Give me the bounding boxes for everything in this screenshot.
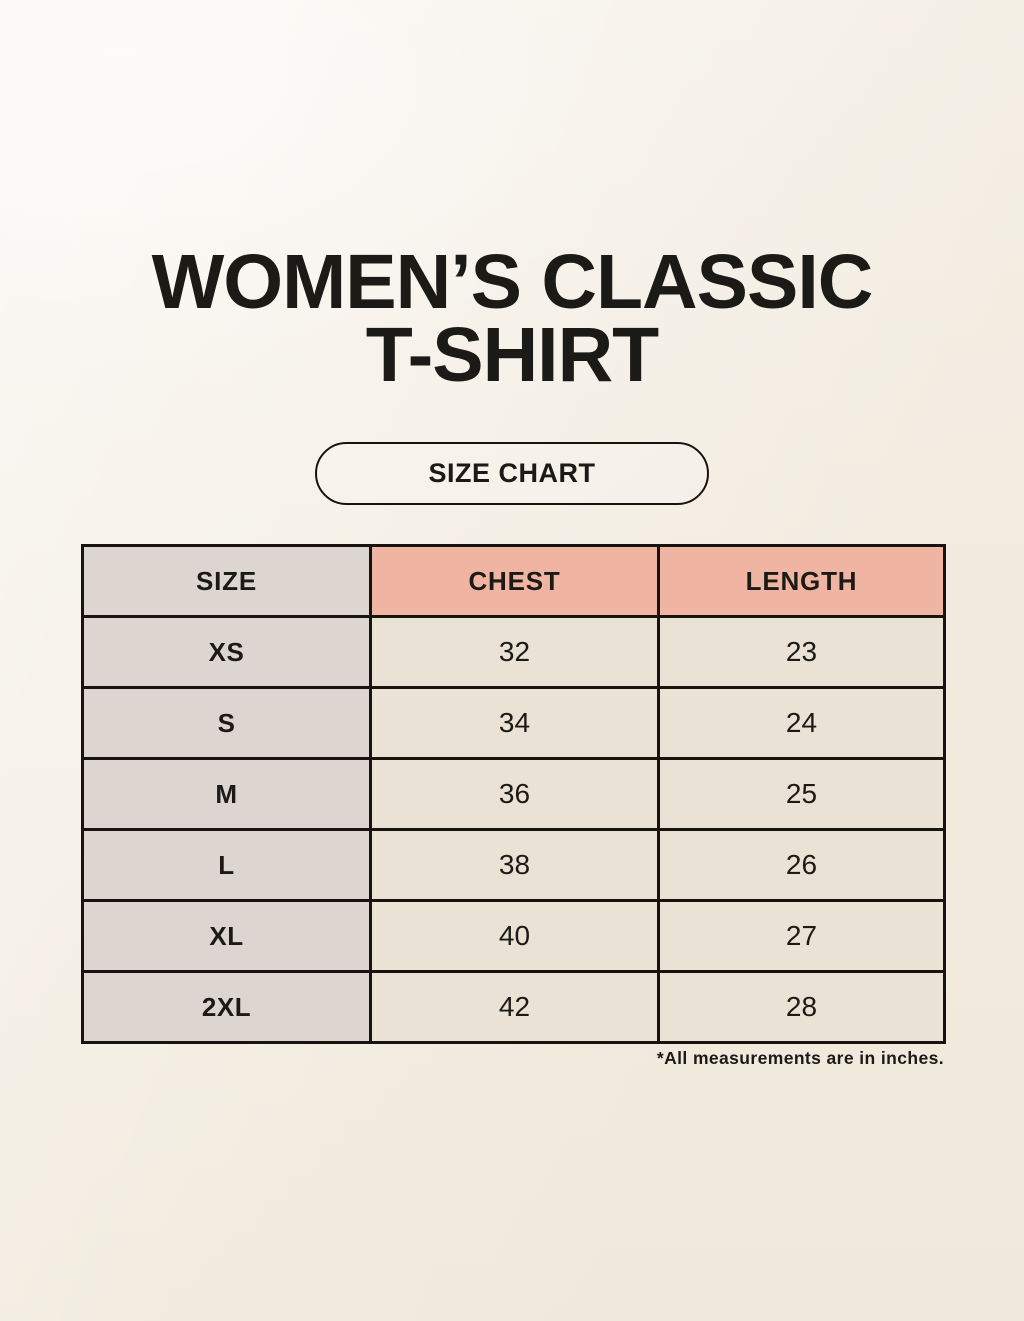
header-row: SIZE CHEST LENGTH (81, 544, 946, 618)
chest-value: 36 (369, 757, 660, 831)
title-line-2: T-SHIRT (365, 312, 659, 398)
length-value: 26 (657, 828, 946, 902)
measurements-footnote: *All measurements are in inches. (656, 1048, 944, 1068)
size-row-xl: XL 40 27 (81, 899, 946, 973)
size-table-body: XS 32 23 S 34 24 M 36 25 L 38 26 XL 40 27 2XL 42 28 (81, 615, 946, 1044)
size-row-m: M 36 25 (81, 757, 946, 831)
chest-value: 42 (369, 970, 660, 1044)
chest-value: 32 (369, 615, 660, 689)
length-value: 28 (657, 970, 946, 1044)
size-table-header: SIZE CHEST LENGTH (81, 544, 946, 618)
length-value: 23 (657, 615, 946, 689)
column-header-chest: CHEST (369, 544, 660, 618)
length-value: 27 (657, 899, 946, 973)
size-row-2xl: 2XL 42 28 (81, 970, 946, 1044)
size-label: 2XL (81, 970, 372, 1044)
page-title: WOMEN’S CLASSIC T-SHIRT (0, 239, 1024, 398)
size-chart-badge: SIZE CHART (315, 442, 709, 505)
column-header-length: LENGTH (657, 544, 946, 618)
size-row-xs: XS 32 23 (81, 615, 946, 689)
size-label: M (81, 757, 372, 831)
chest-value: 34 (369, 686, 660, 760)
chest-value: 38 (369, 828, 660, 902)
size-row-s: S 34 24 (81, 686, 946, 760)
size-label: XS (81, 615, 372, 689)
chest-value: 40 (369, 899, 660, 973)
column-header-size: SIZE (81, 544, 372, 618)
size-label: L (81, 828, 372, 902)
length-value: 24 (657, 686, 946, 760)
size-label: S (81, 686, 372, 760)
size-table: SIZE CHEST LENGTH XS 32 23 S 34 24 M 36 25 L 38 26 XL 4… (81, 544, 946, 1044)
title-line-1: WOMEN’S CLASSIC (151, 239, 874, 325)
size-row-l: L 38 26 (81, 828, 946, 902)
size-chart-badge-label: SIZE CHART (428, 458, 596, 488)
size-label: XL (81, 899, 372, 973)
length-value: 25 (657, 757, 946, 831)
